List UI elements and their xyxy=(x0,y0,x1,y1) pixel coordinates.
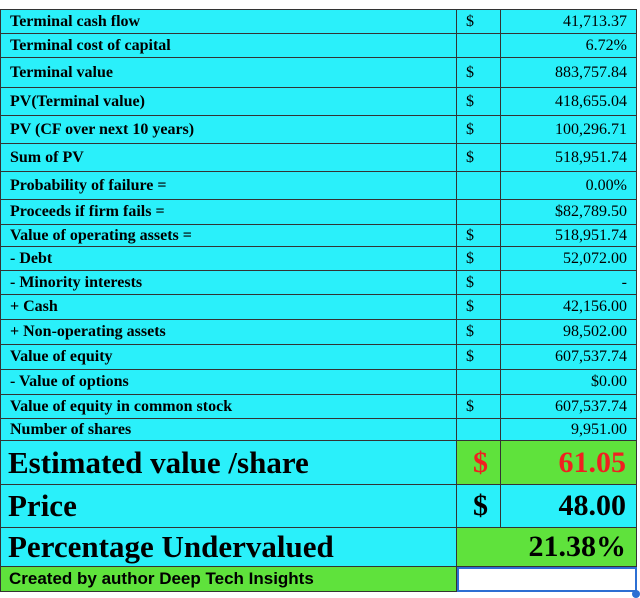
row-value[interactable]: $0.00 xyxy=(501,370,637,395)
currency-symbol[interactable]: $ xyxy=(457,247,501,271)
table-row: Value of equity $ 607,537.74 xyxy=(0,345,637,370)
row-label[interactable]: Proceeds if firm fails = xyxy=(0,200,457,225)
currency-symbol[interactable]: $ xyxy=(457,271,501,295)
row-label[interactable]: Sum of PV xyxy=(0,144,457,172)
row-value[interactable]: 52,072.00 xyxy=(501,247,637,271)
row-value[interactable]: 0.00% xyxy=(501,172,637,200)
currency-symbol[interactable]: $ xyxy=(457,116,501,144)
row-value[interactable]: 6.72% xyxy=(501,34,637,58)
table-row: Value of operating assets = $ 518,951.74 xyxy=(0,225,637,247)
row-label[interactable]: Number of shares xyxy=(0,419,457,441)
row-label[interactable]: PV (CF over next 10 years) xyxy=(0,116,457,144)
row-label[interactable]: Probability of failure = xyxy=(0,172,457,200)
table-row: - Debt $ 52,072.00 xyxy=(0,247,637,271)
currency-symbol[interactable]: $ xyxy=(457,395,501,419)
price-value[interactable]: 48.00 xyxy=(501,485,637,528)
price-currency-symbol[interactable]: $ xyxy=(457,485,501,528)
currency-symbol[interactable]: $ xyxy=(457,320,501,345)
fill-handle[interactable] xyxy=(632,590,640,598)
table-row: - Minority interests $ - xyxy=(0,271,637,295)
row-label[interactable]: Terminal cash flow xyxy=(0,10,457,34)
row-value[interactable]: 98,502.00 xyxy=(501,320,637,345)
row-value[interactable]: 41,713.37 xyxy=(501,10,637,34)
estimated-value[interactable]: 61.05 xyxy=(501,441,637,485)
row-label[interactable]: - Minority interests xyxy=(0,271,457,295)
author-credit[interactable]: Created by author Deep Tech Insights xyxy=(0,567,457,592)
undervalued-label[interactable]: Percentage Undervalued xyxy=(0,528,457,567)
table-row: PV(Terminal value) $ 418,655.04 xyxy=(0,88,637,116)
table-row: Proceeds if firm fails = $82,789.50 xyxy=(0,200,637,225)
row-value[interactable]: 42,156.00 xyxy=(501,295,637,320)
selected-empty-cell[interactable] xyxy=(457,567,637,592)
currency-symbol[interactable] xyxy=(457,172,501,200)
row-value[interactable]: 607,537.74 xyxy=(501,345,637,370)
row-label[interactable]: Value of equity xyxy=(0,345,457,370)
row-label[interactable]: Terminal cost of capital xyxy=(0,34,457,58)
currency-symbol[interactable]: $ xyxy=(457,88,501,116)
table-row: - Value of options $0.00 xyxy=(0,370,637,395)
footer-row: Created by author Deep Tech Insights xyxy=(0,567,637,592)
currency-symbol[interactable] xyxy=(457,370,501,395)
row-value[interactable]: 518,951.74 xyxy=(501,225,637,247)
currency-symbol[interactable] xyxy=(457,34,501,58)
currency-symbol[interactable]: $ xyxy=(457,10,501,34)
row-label[interactable]: Value of equity in common stock xyxy=(0,395,457,419)
row-label[interactable]: + Non-operating assets xyxy=(0,320,457,345)
price-label[interactable]: Price xyxy=(0,485,457,528)
currency-symbol[interactable]: $ xyxy=(457,225,501,247)
row-value[interactable]: $82,789.50 xyxy=(501,200,637,225)
row-label[interactable]: Value of operating assets = xyxy=(0,225,457,247)
row-value[interactable]: - xyxy=(501,271,637,295)
currency-symbol[interactable] xyxy=(457,200,501,225)
row-label[interactable]: PV(Terminal value) xyxy=(0,88,457,116)
estimated-value-row: Estimated value /share $ 61.05 xyxy=(0,441,637,485)
table-row: PV (CF over next 10 years) $ 100,296.71 xyxy=(0,116,637,144)
currency-symbol[interactable] xyxy=(457,419,501,441)
currency-symbol[interactable]: $ xyxy=(457,295,501,320)
currency-symbol[interactable]: $ xyxy=(457,58,501,88)
table-row: Value of equity in common stock $ 607,53… xyxy=(0,395,637,419)
row-value[interactable]: 418,655.04 xyxy=(501,88,637,116)
row-value[interactable]: 518,951.74 xyxy=(501,144,637,172)
row-label[interactable]: + Cash xyxy=(0,295,457,320)
table-row: Probability of failure = 0.00% xyxy=(0,172,637,200)
table-row: Terminal cash flow $ 41,713.37 xyxy=(0,10,637,34)
row-value[interactable]: 100,296.71 xyxy=(501,116,637,144)
price-row: Price $ 48.00 xyxy=(0,485,637,528)
table-row: Terminal value $ 883,757.84 xyxy=(0,58,637,88)
row-value[interactable]: 607,537.74 xyxy=(501,395,637,419)
table-row: Terminal cost of capital 6.72% xyxy=(0,34,637,58)
currency-symbol[interactable]: $ xyxy=(457,345,501,370)
row-label[interactable]: Terminal value xyxy=(0,58,457,88)
row-label[interactable]: - Debt xyxy=(0,247,457,271)
currency-symbol[interactable]: $ xyxy=(457,144,501,172)
undervalued-row: Percentage Undervalued 21.38% xyxy=(0,528,637,567)
table-row: + Cash $ 42,156.00 xyxy=(0,295,637,320)
table-row: + Non-operating assets $ 98,502.00 xyxy=(0,320,637,345)
estimated-currency-symbol[interactable]: $ xyxy=(457,441,501,485)
estimated-value-label[interactable]: Estimated value /share xyxy=(0,441,457,485)
grid-top-border xyxy=(0,9,637,10)
row-value[interactable]: 9,951.00 xyxy=(501,419,637,441)
undervalued-value[interactable]: 21.38% xyxy=(457,528,637,567)
row-label[interactable]: - Value of options xyxy=(0,370,457,395)
table-row: Sum of PV $ 518,951.74 xyxy=(0,144,637,172)
row-value[interactable]: 883,757.84 xyxy=(501,58,637,88)
table-row: Number of shares 9,951.00 xyxy=(0,419,637,441)
